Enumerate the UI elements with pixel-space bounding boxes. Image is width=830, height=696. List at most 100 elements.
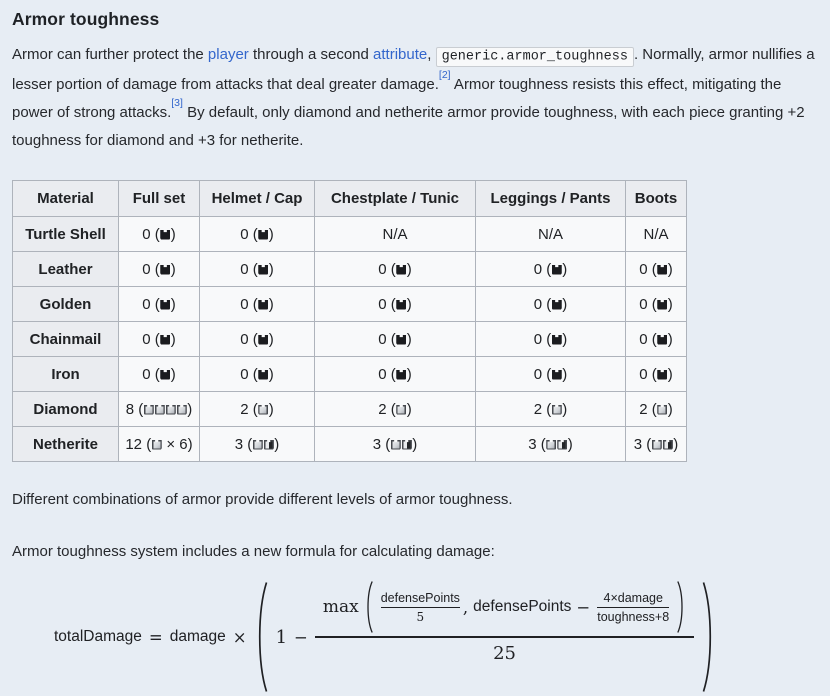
- armor-toughness-zero-icon: [160, 299, 171, 310]
- player-link[interactable]: player: [207, 46, 249, 63]
- toughness-cell: 2 (): [314, 391, 476, 427]
- cell-text: ): [268, 365, 274, 383]
- cell-text: ): [667, 295, 673, 313]
- toughness-cell: 0 (): [118, 356, 200, 392]
- cell-text: 3 (: [633, 435, 652, 453]
- toughness-cell: 0 (): [199, 321, 315, 357]
- cell-text: ): [170, 330, 176, 348]
- cell-text: ): [673, 435, 679, 453]
- cell-text: 0 (: [533, 330, 552, 348]
- cell-text: ): [170, 365, 176, 383]
- row-header: Chainmail: [12, 321, 119, 357]
- armor-toughness-half-icon: [557, 439, 568, 450]
- cell-text: 2 (: [639, 400, 657, 418]
- table-row: Leather 0 () 0 () 0 () 0 () 0 (): [12, 251, 687, 287]
- cell-text: 0 (: [378, 295, 396, 313]
- armor-toughness-full-icon: [151, 439, 162, 450]
- toughness-cell: 2 (): [199, 391, 315, 427]
- row-header: Golden: [12, 286, 119, 322]
- toughness-cell: 0 (): [118, 286, 200, 322]
- cell-text: ): [667, 400, 673, 418]
- toughness-cell: 0 (): [199, 286, 315, 322]
- cell-text: 0 (: [142, 260, 160, 278]
- column-header: Helmet / Cap: [199, 180, 315, 217]
- armor-toughness-zero-icon: [551, 264, 562, 275]
- reference-3-link[interactable]: [3]: [171, 97, 183, 110]
- main-numerator: max defensePoints 5 , defensePoints − 4×…: [315, 578, 694, 636]
- toughness-cell: 0 (): [475, 321, 626, 357]
- cell-text: 0 (: [240, 295, 258, 313]
- cell-text: N/A: [643, 225, 669, 243]
- attribute-link[interactable]: attribute: [373, 46, 428, 63]
- formula-intro-paragraph: Armor toughness system includes a new fo…: [12, 543, 495, 560]
- toughness-cell: 0 (): [475, 356, 626, 392]
- toughness-cell: 2 (): [625, 391, 687, 427]
- row-header: Leather: [12, 251, 119, 287]
- armor-toughness-zero-icon: [258, 334, 269, 345]
- cell-text: 8 (: [125, 400, 144, 418]
- cell-text: ): [406, 400, 412, 418]
- toughness-cell: 0 (): [314, 286, 476, 322]
- cell-text: 2 (: [533, 400, 552, 418]
- cell-text: 0 (: [639, 365, 657, 383]
- armor-toughness-full-icon: [657, 404, 668, 415]
- cell-text: ): [562, 400, 568, 418]
- armor-toughness-zero-icon: [396, 299, 407, 310]
- cell-text: 3 (: [372, 435, 391, 453]
- cell-text: 0 (: [240, 365, 258, 383]
- armor-toughness-full-icon: [551, 404, 562, 415]
- intro-text: . Normally, armor nullifies a lesser por…: [12, 46, 815, 93]
- main-denominator: 25: [493, 638, 516, 696]
- armor-toughness-zero-icon: [160, 369, 171, 380]
- inner-open-paren-icon: [367, 581, 373, 634]
- toughness-cell: 0 (): [625, 286, 687, 322]
- armor-toughness-zero-icon: [657, 369, 668, 380]
- formula-total-damage: totalDamage: [54, 628, 142, 645]
- reference-2: [2]: [439, 69, 451, 81]
- armor-toughness-zero-icon: [657, 299, 668, 310]
- armor-toughness-zero-icon: [551, 299, 562, 310]
- armor-toughness-zero-icon: [258, 264, 269, 275]
- toughness-cell: 0 (): [118, 251, 200, 287]
- cell-text: ): [170, 225, 176, 243]
- cell-text: N/A: [382, 225, 408, 243]
- cell-text: N/A: [537, 225, 563, 243]
- armor-toughness-full-icon: [143, 404, 154, 415]
- toughness-cell: 0 (): [625, 251, 687, 287]
- formula-minus2: −: [576, 597, 591, 617]
- armor-toughness-zero-icon: [551, 369, 562, 380]
- attribute-code: generic.armor_toughness: [435, 46, 634, 67]
- armor-toughness-half-icon: [263, 439, 274, 450]
- intro-text: By default, only diamond and netherite a…: [12, 104, 805, 149]
- open-paren-icon: [258, 582, 267, 692]
- table-row: Turtle Shell 0 () 0 () N/A N/A N/A: [12, 216, 687, 252]
- row-header: Turtle Shell: [12, 216, 119, 252]
- cell-text: ): [170, 295, 176, 313]
- toughness-cell: 3 (): [625, 426, 687, 462]
- cell-text: 0 (: [378, 260, 396, 278]
- section-heading: Armor toughness: [12, 9, 160, 29]
- row-header: Iron: [12, 356, 119, 392]
- armor-toughness-full-icon: [154, 404, 165, 415]
- cell-text: ): [406, 365, 412, 383]
- frac2-denominator: toughness+8: [597, 609, 670, 624]
- toughness-cell: N/A: [625, 216, 687, 252]
- column-header: Leggings / Pants: [475, 180, 626, 217]
- cell-text: ): [406, 295, 412, 313]
- cell-text: 0 (: [639, 295, 657, 313]
- reference-2-link[interactable]: [2]: [438, 69, 451, 82]
- toughness-cell: 0 (): [118, 216, 200, 252]
- formula-max: max: [322, 597, 359, 618]
- armor-toughness-full-icon: [258, 404, 269, 415]
- toughness-cell: 2 (): [475, 391, 626, 427]
- intro-text: Armor toughness resists this effect, mit…: [12, 76, 782, 121]
- table-row: Iron 0 () 0 () 0 () 0 () 0 (): [12, 356, 687, 392]
- cell-text: ): [562, 365, 568, 383]
- table-row: Netherite 12 ( × 6) 3 () 3 () 3 () 3 (): [12, 426, 687, 462]
- cell-text: ): [562, 295, 568, 313]
- armor-toughness-full-icon: [546, 439, 557, 450]
- main-fraction: max defensePoints 5 , defensePoints − 4×…: [314, 578, 695, 696]
- armor-toughness-zero-icon: [258, 369, 269, 380]
- toughness-cell: 0 (): [199, 356, 315, 392]
